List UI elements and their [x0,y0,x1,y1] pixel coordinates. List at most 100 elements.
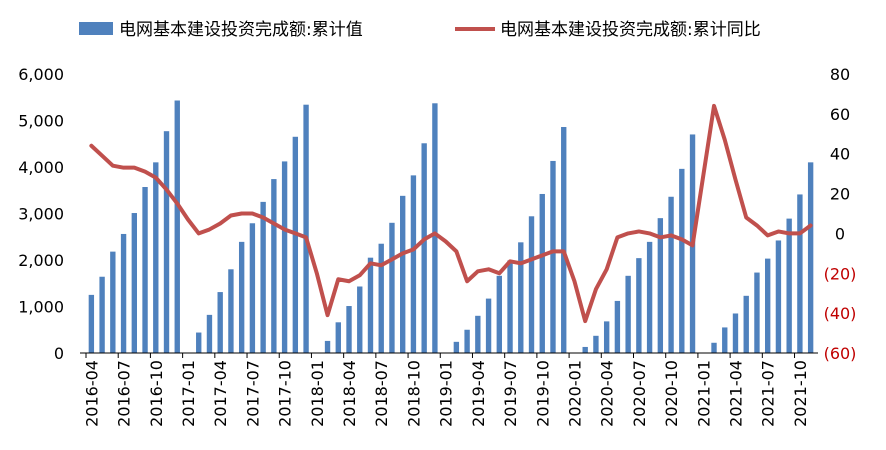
bar [206,314,213,353]
bar [238,241,245,353]
bar [260,201,266,354]
bar [657,218,664,353]
bar [196,332,202,353]
bar [357,286,363,353]
bar [765,258,771,353]
x-tick-label: 2021-01 [694,360,713,427]
bar [797,194,803,353]
legend: 电网基本建设投资完成额:累计值 电网基本建设投资完成额:累计同比 [79,20,761,40]
bar [582,346,588,353]
bar [464,329,470,353]
x-tick-label: 2016-07 [115,360,134,427]
bar [528,216,535,353]
bar [378,243,384,353]
x-tick-label: 2018-04 [340,360,359,427]
x-tick-label: 2018-01 [308,360,327,427]
bar [174,100,180,353]
x-tick-label: 2020-07 [630,360,649,427]
left-tick-label: 2,000 [18,251,64,270]
bar [153,162,159,353]
bar [679,168,685,353]
bar [475,315,481,353]
bar [271,179,277,353]
right-tick-label: 0 [835,224,845,243]
bar [539,193,545,353]
x-tick-label: 2016-04 [82,360,101,427]
bar [453,341,460,353]
bar [485,298,492,353]
x-tick-label: 2018-07 [372,360,391,427]
x-tick-label: 2021-10 [791,360,810,427]
bar [142,187,148,353]
bar [120,233,127,353]
right-tick-label: (20) [824,264,857,283]
bar [732,313,739,353]
bar [603,321,610,353]
bar [217,292,223,353]
bar [614,300,621,353]
bar [421,143,427,353]
x-tick-label: 2017-04 [211,360,230,427]
bar [711,342,717,353]
x-axis-ticks: 2016-04 2016-07 2016-10 2017-01 2017-04 2017-… [82,353,810,427]
bar [496,275,502,353]
line-series [89,103,813,324]
right-tick-label: 20 [830,185,850,204]
x-tick-label: 2020-04 [598,360,617,427]
bar [324,340,331,353]
left-tick-label: 3,000 [18,205,64,224]
bar [131,213,137,353]
left-tick-label: 1,000 [18,298,64,317]
bar [786,218,792,353]
bar [625,275,631,353]
bar [668,196,674,353]
x-tick-label: 2019-04 [469,360,488,427]
bar [646,241,653,353]
bar [367,257,374,353]
right-tick-label: (40) [824,304,857,323]
x-tick-label: 2021-04 [726,360,745,427]
bar [389,222,395,353]
x-tick-label: 2017-01 [179,360,198,427]
bar [292,136,299,353]
x-tick-label: 2019-07 [501,360,520,427]
x-tick-label: 2020-01 [565,360,584,427]
bar [410,175,417,353]
bar [432,103,438,353]
bar [99,276,105,353]
bar [281,161,288,353]
bar [807,162,814,353]
left-tick-label: 5,000 [18,112,64,131]
right-tick-label: 40 [830,145,850,164]
bar [88,294,95,354]
bar [561,127,567,353]
bar [775,240,782,353]
bar [346,306,352,353]
bar [228,269,234,353]
bar [335,322,341,353]
x-tick-label: 2020-10 [662,360,681,427]
left-tick-label: 0 [54,344,64,363]
bar [400,195,406,353]
x-tick-label: 2016-10 [147,360,166,427]
bar [110,251,116,353]
legend-bar-swatch [79,22,113,35]
bar [507,260,513,353]
bar [303,104,309,353]
right-tick-label: 80 [830,65,850,84]
bar [593,335,599,353]
x-tick-label: 2019-10 [533,360,552,427]
bar [754,272,760,353]
bar [722,327,728,353]
bar [636,258,642,353]
bar [550,160,556,353]
legend-line-label: 电网基本建设投资完成额:累计同比 [500,20,761,40]
bar [163,131,170,353]
right-axis-ticks: (60) (40) (20) 0 20 40 60 80 [824,65,857,363]
bar [518,242,524,353]
left-axis-ticks: 0 1,000 2,000 3,000 4,000 5,000 6,000 [18,65,64,363]
x-tick-label: 2021-07 [759,360,778,427]
legend-bar-label: 电网基本建设投资完成额:累计值 [119,20,363,40]
x-tick-label: 2017-10 [276,360,295,427]
